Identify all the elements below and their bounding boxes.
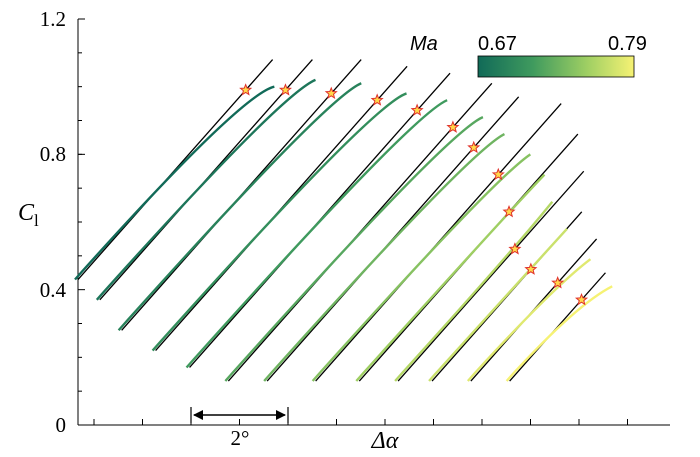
scale-bar: 2° <box>190 407 289 450</box>
colorbar: Ma 0.67 0.79 <box>410 33 647 78</box>
mach-curve <box>466 258 592 382</box>
tick-marks <box>78 18 628 426</box>
stall-marker <box>551 276 565 289</box>
y-tick-label: 1.2 <box>40 7 66 31</box>
colorbar-max-label: 0.79 <box>608 33 647 55</box>
stall-marker <box>239 83 253 96</box>
y-tick-label: 0 <box>56 413 67 437</box>
x-axis-label: Δα <box>371 428 399 454</box>
scale-bar-label: 2° <box>231 426 250 450</box>
stall-marker <box>574 292 589 306</box>
y-axis-label: Cl <box>18 200 39 230</box>
mach-curve <box>224 116 484 382</box>
y-tick-label: 0.4 <box>40 278 67 302</box>
stall-marker <box>508 242 522 255</box>
stall-marker <box>502 204 516 218</box>
mach-curve <box>95 78 316 301</box>
mach-curve <box>263 132 505 382</box>
stall-marker <box>278 83 292 96</box>
stall-marker <box>524 262 538 275</box>
stall-marker <box>410 103 424 116</box>
mach-curve <box>151 92 407 352</box>
mach-curve <box>185 99 448 369</box>
mach-curve <box>394 200 554 382</box>
colorbar-min-label: 0.67 <box>478 33 517 55</box>
tangent-line <box>397 170 585 382</box>
mach-curve <box>74 85 275 281</box>
mach-curve <box>117 82 362 332</box>
colorbar-title: Ma <box>410 33 438 55</box>
stall-marker <box>467 140 481 154</box>
colorbar-gradient <box>477 55 635 78</box>
y-tick-label: 0.8 <box>40 142 66 166</box>
mach-curve <box>311 153 532 382</box>
stall-marker <box>370 93 384 106</box>
mach-curve <box>428 227 568 382</box>
stall-marker <box>446 120 460 133</box>
stall-marker <box>324 86 338 99</box>
curves-layer <box>74 59 613 382</box>
mach-curve <box>355 173 546 382</box>
stall-marker <box>491 167 505 181</box>
mach-curve <box>505 285 613 382</box>
